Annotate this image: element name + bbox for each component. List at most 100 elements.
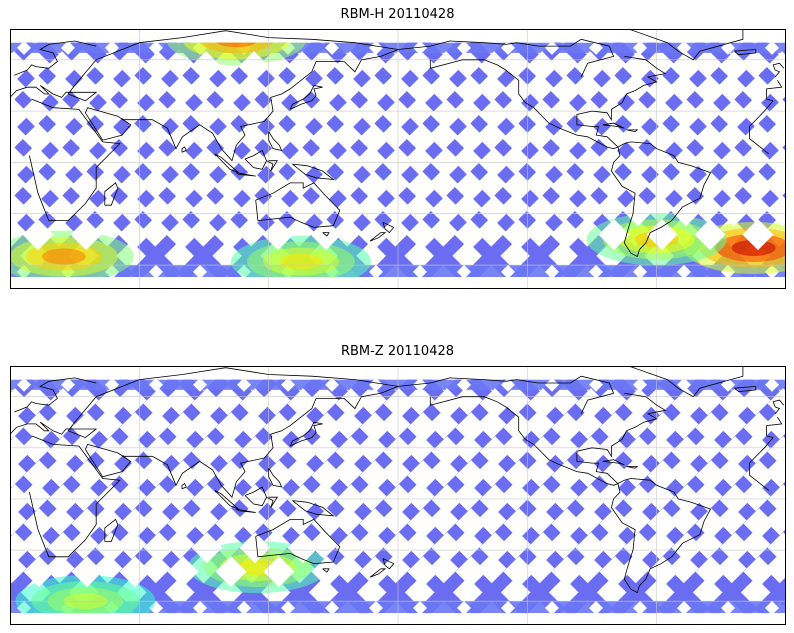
- gap-hole: [742, 75, 774, 107]
- gap-hole: [71, 508, 103, 540]
- gap-hole: [718, 195, 750, 227]
- gap-hole: [695, 460, 727, 492]
- gap-hole: [589, 379, 603, 392]
- gap-hole: [71, 556, 103, 588]
- gap-hole: [325, 379, 339, 392]
- gap-hole: [695, 508, 727, 540]
- gap-hole: [633, 42, 647, 55]
- coastline-madagascar: [104, 182, 119, 206]
- gap-hole: [105, 379, 119, 392]
- gap-hole: [325, 42, 339, 55]
- gap-hole: [287, 532, 319, 564]
- gap-hole: [503, 460, 535, 492]
- gap-hole: [239, 388, 271, 420]
- gap-hole: [598, 171, 630, 203]
- gap-hole: [589, 600, 603, 614]
- gap-hole: [335, 436, 367, 468]
- intensity-blob: [279, 253, 323, 270]
- gap-hole: [237, 600, 251, 614]
- gap-hole: [335, 532, 367, 564]
- map-panel-bottom: RBM-Z 20110428: [0, 330, 794, 630]
- gap-hole: [166, 219, 198, 251]
- gap-hole: [743, 556, 775, 588]
- gap-hole: [526, 51, 558, 83]
- gap-hole: [149, 264, 163, 278]
- gap-hole: [478, 51, 510, 83]
- gap-hole: [287, 484, 319, 516]
- gap-hole: [501, 379, 515, 392]
- gap-hole: [215, 556, 247, 588]
- gap-hole: [149, 42, 163, 55]
- gap-hole: [623, 436, 655, 468]
- coastline-newguinea: [292, 163, 335, 181]
- gap-hole: [721, 379, 735, 392]
- gap-hole: [767, 388, 786, 420]
- coastline-namerica: [397, 375, 615, 414]
- gap-hole: [479, 388, 511, 420]
- gap-hole: [191, 484, 223, 516]
- gap-hole: [503, 508, 535, 540]
- gap-hole: [671, 436, 703, 468]
- gap-hole: [23, 460, 55, 492]
- gap-hole: [286, 51, 318, 83]
- gap-hole: [406, 171, 438, 203]
- gap-hole: [623, 484, 655, 516]
- coastline-java: [236, 508, 256, 513]
- gap-hole: [95, 436, 127, 468]
- gap-hole: [502, 171, 534, 203]
- gap-hole: [550, 219, 582, 251]
- coastline-asia_south: [122, 386, 399, 499]
- gap-hole: [695, 556, 727, 588]
- gap-hole: [215, 460, 247, 492]
- gap-hole: [46, 99, 78, 131]
- gap-hole: [191, 532, 223, 564]
- gap-hole: [95, 532, 127, 564]
- gap-hole: [191, 388, 223, 420]
- gap-hole: [23, 508, 55, 540]
- gap-hole: [325, 600, 339, 614]
- gap-hole: [765, 600, 779, 614]
- coastline-uk: [772, 399, 785, 414]
- gap-hole: [166, 75, 198, 107]
- gap-hole: [575, 388, 607, 420]
- gap-hole: [647, 508, 679, 540]
- coastline-namerica_w: [429, 56, 667, 150]
- gap-hole: [719, 436, 751, 468]
- gap-hole: [143, 484, 175, 516]
- gap-hole: [239, 484, 271, 516]
- gap-hole: [263, 412, 295, 444]
- gap-hole: [70, 75, 102, 107]
- gap-hole: [61, 379, 75, 392]
- graticule: [10, 366, 786, 625]
- gap-hole: [47, 484, 79, 516]
- gap-hole: [166, 171, 198, 203]
- gap-hole: [413, 42, 427, 55]
- gap-hole: [633, 264, 647, 278]
- gap-hole: [61, 42, 75, 55]
- gap-hole: [383, 532, 415, 564]
- gap-hole: [10, 436, 31, 468]
- gap-hole: [262, 219, 294, 251]
- coastlines: [10, 29, 785, 258]
- gap-hole: [406, 75, 438, 107]
- gap-hole: [457, 264, 471, 278]
- gap-hole: [677, 42, 691, 55]
- coastline-tasmania: [322, 568, 330, 573]
- gap-hole: [335, 388, 367, 420]
- gap-hole: [23, 556, 55, 588]
- gap-hole: [457, 42, 471, 55]
- gap-hole: [622, 99, 654, 131]
- gap-hole: [454, 219, 486, 251]
- gap-hole: [677, 600, 691, 614]
- gap-hole: [574, 99, 606, 131]
- gap-hole: [17, 379, 31, 392]
- map-panel-top: RBM-H 20110428: [0, 0, 794, 300]
- gap-hole: [527, 388, 559, 420]
- gap-hole: [599, 556, 631, 588]
- gap-hole: [575, 532, 607, 564]
- gap-hole: [550, 171, 582, 203]
- gap-hole: [263, 460, 295, 492]
- gap-hole: [119, 508, 151, 540]
- gap-hole: [262, 75, 294, 107]
- gap-hole: [430, 51, 462, 83]
